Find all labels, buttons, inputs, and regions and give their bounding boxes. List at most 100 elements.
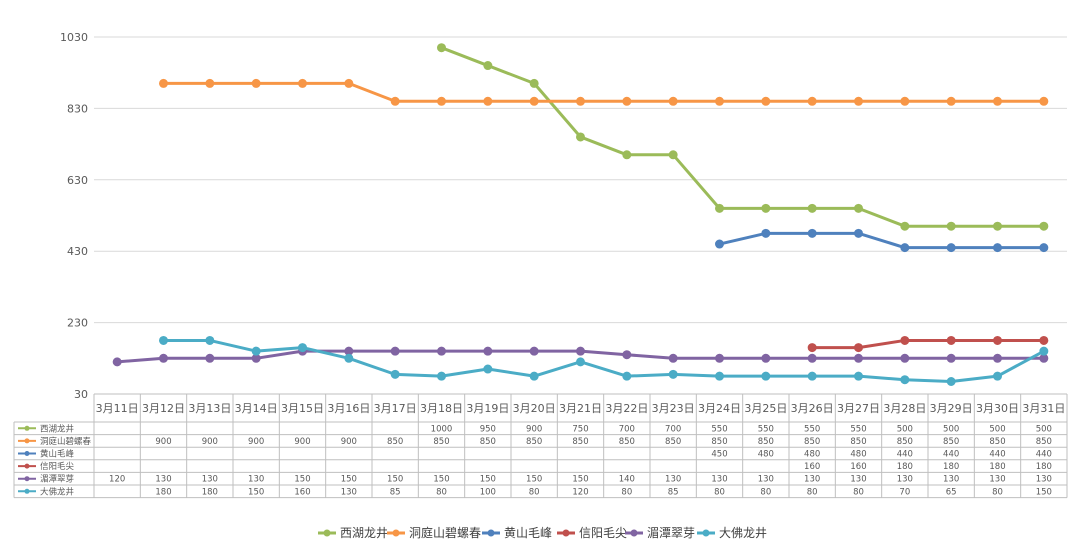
data-point bbox=[622, 96, 632, 106]
data-point bbox=[761, 228, 771, 238]
table-value: 150 bbox=[248, 487, 264, 497]
table-value: 65 bbox=[946, 487, 957, 497]
data-point bbox=[993, 221, 1002, 231]
table-value: 85 bbox=[390, 487, 401, 497]
x-tick-label: 3月21日 bbox=[559, 402, 602, 415]
table-value: 150 bbox=[572, 475, 588, 485]
x-tick-label: 3月11日 bbox=[96, 402, 139, 415]
data-point bbox=[993, 335, 1002, 345]
table-value: 500 bbox=[1036, 424, 1052, 434]
data-point bbox=[622, 371, 632, 381]
x-tick-label: 3月18日 bbox=[420, 402, 463, 415]
data-point bbox=[900, 353, 910, 363]
table-value: 80 bbox=[621, 487, 632, 497]
table-value: 900 bbox=[341, 437, 357, 447]
series-line bbox=[812, 338, 1044, 350]
table-value: 440 bbox=[943, 450, 959, 460]
data-point bbox=[1039, 96, 1049, 106]
table-value: 130 bbox=[989, 475, 1005, 485]
data-point bbox=[900, 221, 910, 231]
data-point bbox=[946, 353, 956, 363]
data-point bbox=[576, 96, 585, 106]
table-value: 150 bbox=[294, 475, 310, 485]
x-tick-label: 3月15日 bbox=[281, 402, 324, 415]
data-point bbox=[576, 357, 585, 367]
data-point bbox=[529, 371, 539, 381]
table-value: 80 bbox=[714, 487, 725, 497]
data-point bbox=[390, 369, 400, 379]
data-point bbox=[900, 96, 910, 106]
table-value: 80 bbox=[807, 487, 818, 497]
x-tick-label: 3月31日 bbox=[1022, 402, 1065, 415]
data-point bbox=[529, 346, 539, 356]
table-legend-key-marker bbox=[24, 488, 30, 494]
table-value: 900 bbox=[155, 437, 171, 447]
data-point bbox=[112, 357, 122, 367]
table-value: 850 bbox=[387, 437, 403, 447]
x-tick-label: 3月25日 bbox=[744, 402, 787, 415]
table-value: 150 bbox=[433, 475, 449, 485]
table-value: 150 bbox=[526, 475, 542, 485]
table-value: 850 bbox=[943, 437, 959, 447]
y-tick-label: 830 bbox=[67, 102, 88, 115]
data-point bbox=[159, 78, 168, 88]
data-point bbox=[993, 243, 1002, 253]
data-point bbox=[854, 343, 863, 353]
data-point bbox=[205, 78, 215, 88]
data-point bbox=[854, 353, 863, 363]
table-value: 160 bbox=[294, 487, 310, 497]
data-point bbox=[205, 353, 215, 363]
series-line bbox=[719, 231, 1044, 250]
table-series-name: 洞庭山碧螺春 bbox=[40, 436, 92, 447]
table-value: 850 bbox=[897, 437, 913, 447]
data-point bbox=[668, 353, 678, 363]
table-value: 180 bbox=[943, 462, 959, 472]
table-value: 450 bbox=[711, 450, 727, 460]
table-value: 440 bbox=[1036, 450, 1052, 460]
legend-entry: 大佛龙井 bbox=[719, 526, 767, 540]
data-point bbox=[807, 228, 817, 238]
data-point bbox=[715, 371, 724, 381]
data-point bbox=[437, 43, 446, 53]
table-value: 150 bbox=[387, 475, 403, 485]
x-tick-label: 3月13日 bbox=[188, 402, 231, 415]
table-series-name: 大佛龙井 bbox=[40, 486, 74, 497]
y-tick-label: 630 bbox=[67, 174, 88, 187]
table-value: 130 bbox=[897, 475, 913, 485]
table-value: 130 bbox=[1036, 475, 1052, 485]
table-value: 500 bbox=[897, 424, 913, 434]
x-tick-label: 3月22日 bbox=[605, 402, 648, 415]
data-point bbox=[390, 346, 400, 356]
data-point bbox=[946, 243, 956, 253]
data-point bbox=[344, 78, 354, 88]
x-tick-label: 3月14日 bbox=[235, 402, 278, 415]
table-value: 850 bbox=[989, 437, 1005, 447]
data-point bbox=[715, 239, 724, 249]
table-value: 180 bbox=[202, 487, 218, 497]
table-value: 80 bbox=[992, 487, 1003, 497]
data-point bbox=[807, 96, 817, 106]
table-value: 160 bbox=[850, 462, 866, 472]
series-line bbox=[440, 46, 1044, 228]
data-point bbox=[1039, 243, 1049, 253]
table-value: 130 bbox=[665, 475, 681, 485]
legend-key-marker bbox=[323, 529, 331, 537]
data-point bbox=[437, 371, 446, 381]
table-value: 130 bbox=[804, 475, 820, 485]
table-value: 850 bbox=[758, 437, 774, 447]
data-point bbox=[622, 350, 632, 360]
table-value: 440 bbox=[897, 450, 913, 460]
x-tick-label: 3月17日 bbox=[374, 402, 417, 415]
y-tick-label: 230 bbox=[67, 317, 88, 330]
x-tick-label: 3月20日 bbox=[513, 402, 556, 415]
table-legend-key-marker bbox=[24, 463, 30, 469]
data-point bbox=[900, 375, 910, 385]
table-value: 480 bbox=[804, 450, 820, 460]
data-point bbox=[807, 371, 817, 381]
data-point bbox=[483, 61, 493, 71]
data-point bbox=[854, 228, 863, 238]
table-value: 120 bbox=[572, 487, 588, 497]
x-tick-label: 3月29日 bbox=[930, 402, 973, 415]
table-value: 700 bbox=[665, 424, 681, 434]
